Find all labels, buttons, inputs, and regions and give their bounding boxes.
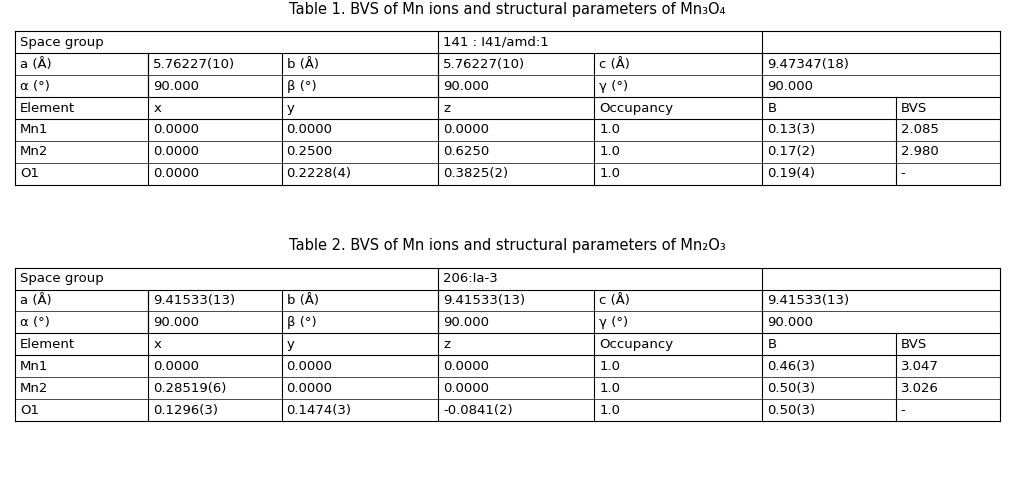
Text: 9.41533(13): 9.41533(13) xyxy=(443,294,525,307)
Text: 90.000: 90.000 xyxy=(154,80,200,93)
Text: B: B xyxy=(768,338,777,351)
Text: y: y xyxy=(286,102,294,115)
Text: -0.0841(2): -0.0841(2) xyxy=(443,404,513,417)
Text: 5.76227(10): 5.76227(10) xyxy=(154,58,235,71)
Text: b (Å): b (Å) xyxy=(286,294,319,307)
Text: 1.0: 1.0 xyxy=(600,382,620,395)
Text: 1.0: 1.0 xyxy=(600,123,620,136)
Text: 0.46(3): 0.46(3) xyxy=(768,360,815,373)
Text: 90.000: 90.000 xyxy=(768,80,813,93)
Text: 206:Ia-3: 206:Ia-3 xyxy=(443,272,498,285)
Text: 9.41533(13): 9.41533(13) xyxy=(768,294,850,307)
Text: Space group: Space group xyxy=(20,272,104,285)
Text: 3.047: 3.047 xyxy=(901,360,939,373)
Text: 0.13(3): 0.13(3) xyxy=(768,123,815,136)
Text: 2.980: 2.980 xyxy=(901,145,939,158)
Text: 0.2500: 0.2500 xyxy=(286,145,333,158)
Text: 0.2228(4): 0.2228(4) xyxy=(286,168,351,180)
Text: 3.026: 3.026 xyxy=(901,382,939,395)
Text: x: x xyxy=(154,338,161,351)
Text: 5.76227(10): 5.76227(10) xyxy=(443,58,525,71)
Text: c (Å): c (Å) xyxy=(600,294,630,307)
Text: Element: Element xyxy=(20,338,75,351)
Text: α (°): α (°) xyxy=(20,80,50,93)
Text: Mn2: Mn2 xyxy=(20,382,49,395)
Text: BVS: BVS xyxy=(901,338,927,351)
Text: 0.0000: 0.0000 xyxy=(154,123,200,136)
Text: 9.41533(13): 9.41533(13) xyxy=(154,294,235,307)
Text: Mn2: Mn2 xyxy=(20,145,49,158)
Text: 0.3825(2): 0.3825(2) xyxy=(443,168,508,180)
Text: 90.000: 90.000 xyxy=(154,316,200,329)
Text: a (Å): a (Å) xyxy=(20,58,52,71)
Text: γ (°): γ (°) xyxy=(600,316,628,329)
Text: 0.28519(6): 0.28519(6) xyxy=(154,382,227,395)
Text: 0.6250: 0.6250 xyxy=(443,145,490,158)
Text: O1: O1 xyxy=(20,404,39,417)
Text: 2.085: 2.085 xyxy=(901,123,939,136)
Text: α (°): α (°) xyxy=(20,316,50,329)
Text: c (Å): c (Å) xyxy=(600,58,630,71)
Text: y: y xyxy=(286,338,294,351)
Text: Occupancy: Occupancy xyxy=(600,338,674,351)
Text: B: B xyxy=(768,102,777,115)
Text: 0.50(3): 0.50(3) xyxy=(768,404,815,417)
Text: 9.47347(18): 9.47347(18) xyxy=(768,58,849,71)
Text: 0.17(2): 0.17(2) xyxy=(768,145,815,158)
Text: 0.0000: 0.0000 xyxy=(154,360,200,373)
Text: 0.50(3): 0.50(3) xyxy=(768,382,815,395)
Text: 90.000: 90.000 xyxy=(443,316,489,329)
Text: 1.0: 1.0 xyxy=(600,145,620,158)
Text: z: z xyxy=(443,338,450,351)
Text: 0.0000: 0.0000 xyxy=(443,382,489,395)
Text: Table 2. BVS of Mn ions and structural parameters of Mn₂O₃: Table 2. BVS of Mn ions and structural p… xyxy=(289,238,726,253)
Text: 141 : I41/amd:1: 141 : I41/amd:1 xyxy=(443,36,549,49)
Text: β (°): β (°) xyxy=(286,80,317,93)
Text: 1.0: 1.0 xyxy=(600,360,620,373)
Text: b (Å): b (Å) xyxy=(286,58,319,71)
Text: 0.0000: 0.0000 xyxy=(286,360,333,373)
Text: 0.0000: 0.0000 xyxy=(154,145,200,158)
Text: -: - xyxy=(901,168,905,180)
Text: -: - xyxy=(901,404,905,417)
Text: 0.1474(3): 0.1474(3) xyxy=(286,404,351,417)
Text: β (°): β (°) xyxy=(286,316,317,329)
Text: Element: Element xyxy=(20,102,75,115)
Text: Table 1. BVS of Mn ions and structural parameters of Mn₃O₄: Table 1. BVS of Mn ions and structural p… xyxy=(289,2,726,17)
Text: 0.19(4): 0.19(4) xyxy=(768,168,815,180)
Text: z: z xyxy=(443,102,450,115)
Text: Mn1: Mn1 xyxy=(20,360,49,373)
Text: Space group: Space group xyxy=(20,36,104,49)
Text: 1.0: 1.0 xyxy=(600,404,620,417)
Text: 90.000: 90.000 xyxy=(768,316,813,329)
Text: a (Å): a (Å) xyxy=(20,294,52,307)
Text: O1: O1 xyxy=(20,168,39,180)
Text: 1.0: 1.0 xyxy=(600,168,620,180)
Text: x: x xyxy=(154,102,161,115)
Text: 0.0000: 0.0000 xyxy=(443,360,489,373)
Text: 0.0000: 0.0000 xyxy=(286,382,333,395)
Text: 0.1296(3): 0.1296(3) xyxy=(154,404,218,417)
Text: 90.000: 90.000 xyxy=(443,80,489,93)
Text: 0.0000: 0.0000 xyxy=(154,168,200,180)
Text: Mn1: Mn1 xyxy=(20,123,49,136)
Text: Occupancy: Occupancy xyxy=(600,102,674,115)
Text: 0.0000: 0.0000 xyxy=(286,123,333,136)
Text: 0.0000: 0.0000 xyxy=(443,123,489,136)
Text: BVS: BVS xyxy=(901,102,927,115)
Text: γ (°): γ (°) xyxy=(600,80,628,93)
